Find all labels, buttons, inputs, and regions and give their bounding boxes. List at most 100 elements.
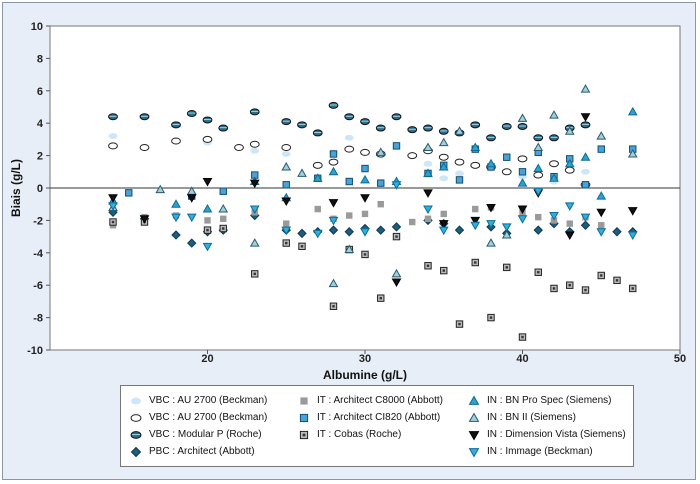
data-point (202, 116, 213, 124)
data-point (424, 262, 432, 270)
data-point (517, 122, 528, 130)
legend-item: VBC : Modular P (Roche) (129, 426, 267, 443)
data-point (409, 218, 416, 226)
series-group (108, 106, 638, 213)
y-tick-label: -8 (33, 313, 43, 325)
legend-item: VBC : AU 2700 (Beckman) (129, 409, 267, 426)
legend-label: IT : Architect CI820 (Abbott) (317, 412, 441, 423)
legend-item: VBC : AU 2700 (Beckman) (129, 392, 267, 409)
legend-marker-icon (299, 430, 309, 439)
data-point (249, 179, 260, 189)
data-point (202, 204, 213, 213)
legend-label: IN : BN Pro Spec (Siemens) (487, 395, 612, 406)
data-point (328, 166, 339, 176)
y-tick-label: -4 (33, 248, 44, 260)
data-point (564, 166, 575, 174)
x-axis-title: Albumine (g/L) (323, 368, 407, 382)
data-point (377, 179, 385, 187)
data-point (533, 187, 544, 197)
data-point (564, 126, 575, 135)
data-point (376, 225, 386, 235)
y-tick-label: -2 (33, 215, 43, 227)
data-point (438, 127, 449, 135)
data-point (597, 271, 605, 280)
data-point (454, 126, 465, 135)
data-point (501, 229, 512, 239)
data-point (329, 302, 338, 310)
data-point (423, 142, 433, 151)
data-point (391, 181, 402, 190)
data-point (472, 205, 479, 213)
data-point (470, 221, 481, 231)
data-point (125, 189, 133, 197)
data-point (564, 202, 575, 211)
data-point (580, 152, 591, 161)
data-point (423, 168, 433, 177)
data-point (517, 155, 528, 163)
data-point (533, 225, 543, 235)
legend-marker-icon (130, 413, 142, 422)
data-point (392, 142, 401, 150)
data-point (438, 226, 449, 236)
data-point (581, 168, 590, 175)
data-point (139, 215, 150, 224)
data-point (219, 224, 227, 233)
legend-item: IN : BN Pro Spec (Siemens) (467, 392, 626, 409)
data-point (346, 212, 353, 219)
data-point (501, 223, 512, 232)
data-point (501, 122, 512, 130)
data-point (186, 213, 197, 223)
legend-marker-icon (468, 411, 480, 422)
data-point (297, 168, 307, 177)
data-point (361, 164, 369, 173)
data-point (581, 181, 590, 189)
data-point (249, 140, 260, 148)
data-point (202, 135, 213, 143)
data-point (423, 160, 433, 167)
data-point (550, 284, 558, 293)
legend-marker-icon (468, 447, 480, 458)
data-point (139, 144, 150, 151)
y-tick-label: 4 (37, 118, 44, 130)
legend-label: VBC : Modular P (Roche) (149, 429, 262, 440)
data-point (613, 276, 621, 285)
data-point (375, 124, 386, 132)
data-point (219, 187, 227, 195)
data-point (455, 320, 464, 328)
x-tick-label: 40 (516, 353, 528, 365)
data-point (580, 84, 591, 93)
data-point (518, 333, 527, 341)
data-point (596, 228, 607, 237)
data-point (612, 227, 622, 237)
legend-label: PBC : Architect (Abbott) (149, 446, 255, 457)
data-point (109, 218, 117, 226)
data-point (440, 210, 447, 218)
data-point (312, 173, 323, 182)
data-point (171, 137, 181, 145)
data-point (470, 161, 481, 169)
y-tick-label: -6 (33, 280, 43, 292)
data-point (471, 258, 479, 267)
data-point (407, 126, 418, 134)
legend-item: IT : Architect C8000 (Abbott) (297, 392, 443, 409)
data-point (281, 161, 292, 171)
legend-item: IN : BN II (Siemens) (467, 409, 626, 426)
data-point (596, 191, 607, 200)
y-tick-label: 6 (37, 86, 43, 98)
data-point (249, 205, 260, 215)
data-point (344, 134, 354, 141)
legend-marker-icon (468, 430, 480, 441)
data-point (139, 113, 150, 121)
y-tick-label: 10 (31, 21, 43, 33)
data-point (298, 242, 306, 251)
data-point (533, 171, 544, 179)
data-point (281, 150, 291, 157)
data-point (566, 281, 574, 289)
data-point (423, 189, 433, 198)
data-point (108, 202, 118, 211)
data-point (455, 170, 464, 177)
data-point (564, 231, 575, 240)
legend-marker-icon (131, 397, 141, 404)
